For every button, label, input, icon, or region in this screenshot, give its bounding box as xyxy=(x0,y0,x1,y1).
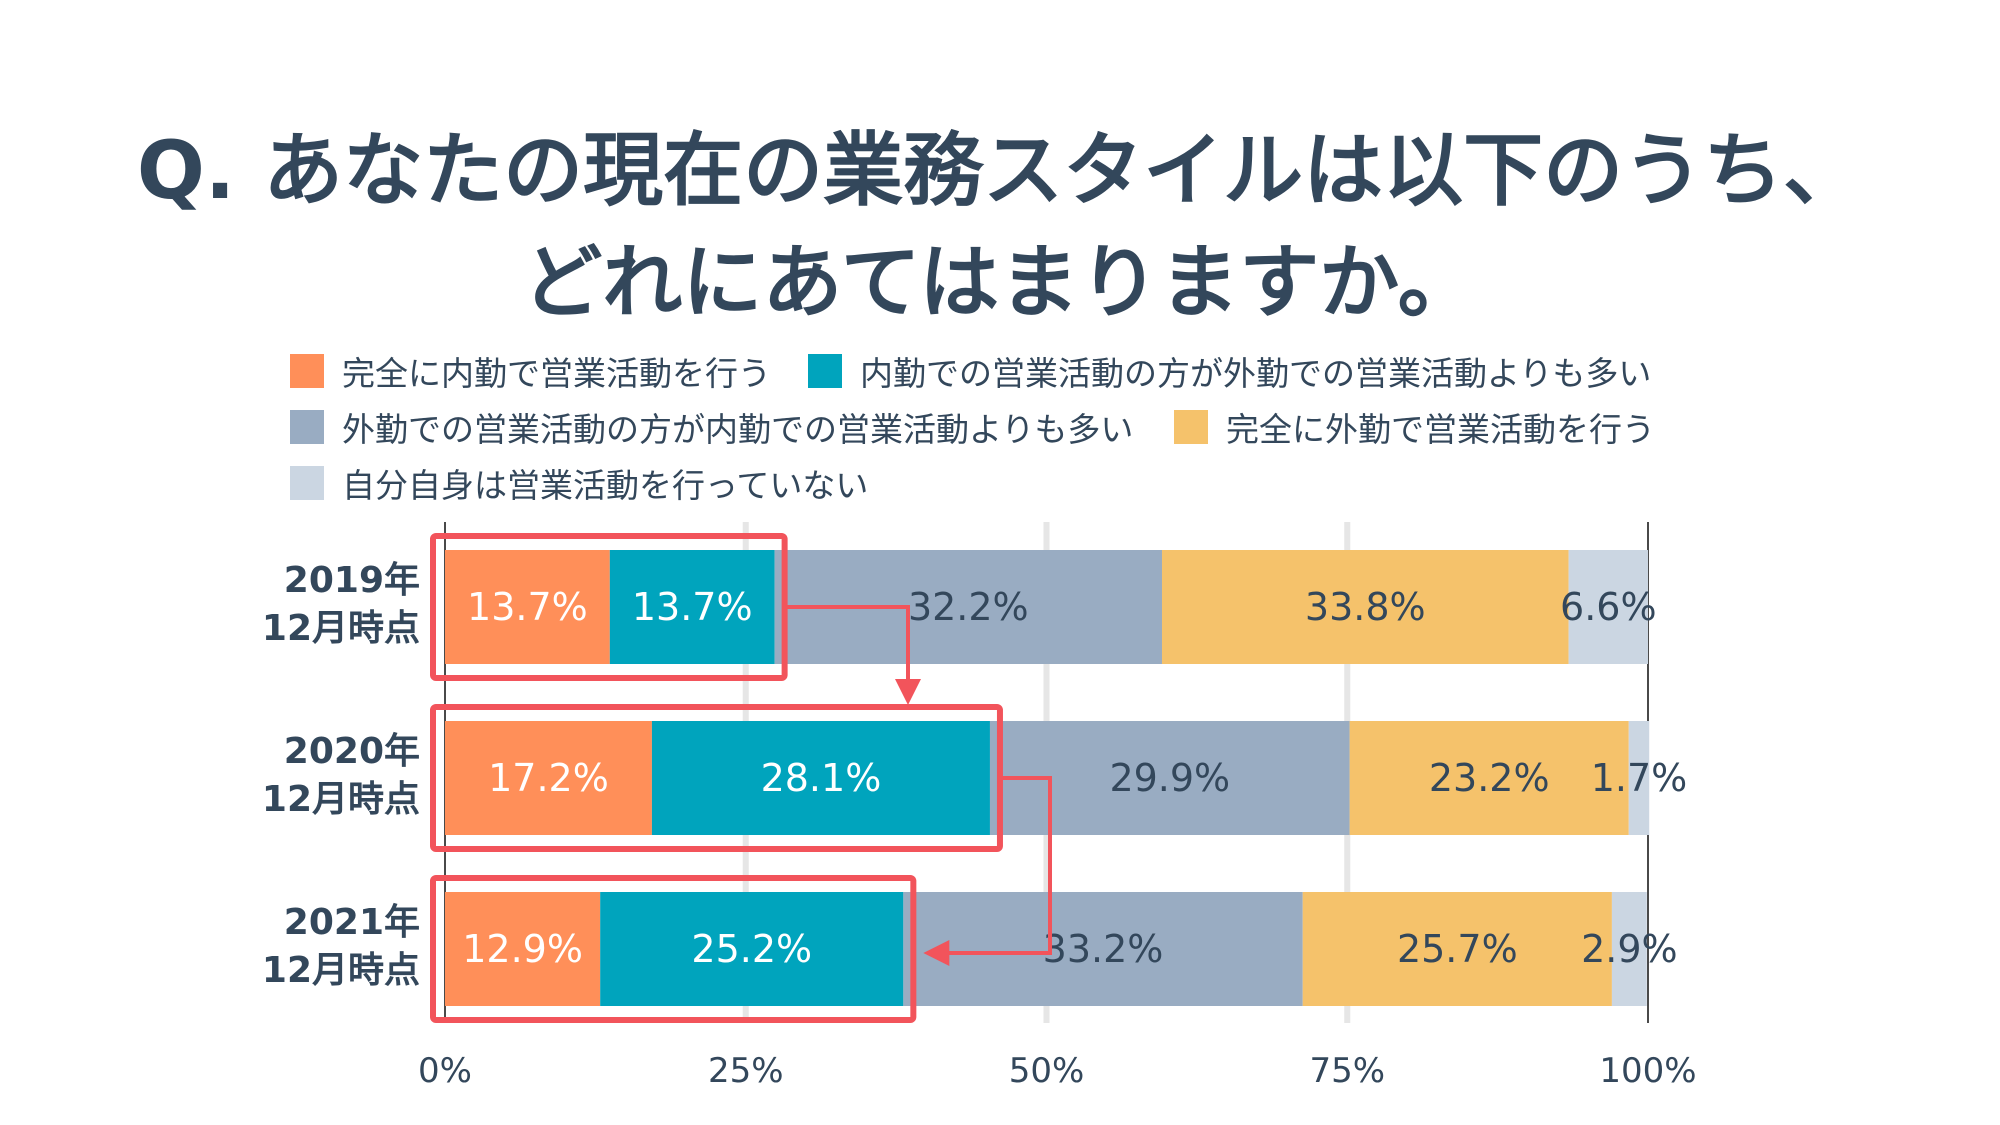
bar-segment xyxy=(445,550,610,664)
data-label: 33.2% xyxy=(1043,927,1164,971)
x-tick-label: 50% xyxy=(1009,1051,1085,1091)
category-label: 2021年 xyxy=(284,902,420,943)
data-label: 23.2% xyxy=(1429,756,1550,800)
legend-label: 外勤での営業活動の方が内勤での営業活動よりも多い xyxy=(342,410,1134,449)
bar-segment xyxy=(1568,550,1648,664)
chart-title: Q. あなたの現在の業務スタイルは以下のうち、 どれにあてはまりますか。 xyxy=(0,115,2000,339)
highlight-box xyxy=(430,875,917,1023)
legend-item-fully-inside: 完全に内勤で営業活動を行う xyxy=(290,347,771,395)
category-label: 2019年 xyxy=(284,560,420,601)
bar-segment xyxy=(609,550,775,664)
data-label: 13.7% xyxy=(467,585,588,629)
data-label: 6.6% xyxy=(1560,585,1657,629)
data-label: 29.9% xyxy=(1109,756,1230,800)
bar-segment xyxy=(445,721,652,835)
title-line-2: どれにあてはまりますか。 xyxy=(522,236,1478,329)
legend-item-mostly-inside: 内勤での営業活動の方が外勤での営業活動よりも多い xyxy=(808,347,1651,395)
legend-label: 完全に内勤で営業活動を行う xyxy=(342,354,771,393)
data-label: 25.7% xyxy=(1397,927,1518,971)
bar-segment xyxy=(1349,721,1629,835)
legend-label: 完全に外勤で営業活動を行う xyxy=(1226,410,1655,449)
bar-segment xyxy=(1161,550,1569,664)
data-label: 1.7% xyxy=(1591,756,1688,800)
x-tick-label: 75% xyxy=(1309,1051,1385,1091)
bar-segment xyxy=(445,892,601,1006)
legend-label: 自分自身は営業活動を行っていない xyxy=(342,466,869,505)
category-label: 12月時点 xyxy=(262,779,420,820)
legend-item-mostly-outside: 外勤での営業活動の方が内勤での営業活動よりも多い xyxy=(290,403,1133,451)
legend-item-no-sales: 自分自身は営業活動を行っていない xyxy=(290,459,868,507)
x-tick-label: 0% xyxy=(418,1051,472,1091)
data-label: 13.7% xyxy=(632,585,753,629)
arrow-head xyxy=(895,679,921,705)
bar-segment xyxy=(903,892,1303,1006)
connector-arrow xyxy=(784,605,910,679)
category-label: 12月時点 xyxy=(262,608,420,649)
title-line-1: Q. あなたの現在の業務スタイルは以下のうち、 xyxy=(136,124,1864,217)
x-tick-label: 25% xyxy=(708,1051,784,1091)
legend-swatch xyxy=(290,410,324,444)
legend-swatch xyxy=(1174,410,1208,444)
legend-swatch xyxy=(290,466,324,500)
bar-segment xyxy=(1628,721,1650,835)
legend-item-fully-outside: 完全に外勤で営業活動を行う xyxy=(1174,403,1655,451)
bar-segment xyxy=(1302,892,1612,1006)
connector-arrow xyxy=(947,776,1052,955)
category-label: 2020年 xyxy=(284,731,420,772)
legend-label: 内勤での営業活動の方が外勤での営業活動よりも多い xyxy=(860,354,1652,393)
data-label: 32.2% xyxy=(908,585,1029,629)
data-label: 28.1% xyxy=(761,756,882,800)
data-label: 2.9% xyxy=(1581,927,1678,971)
legend-swatch xyxy=(290,354,324,388)
bar-segment xyxy=(651,721,990,835)
data-label: 12.9% xyxy=(462,927,583,971)
bar-segment xyxy=(600,892,904,1006)
legend-swatch xyxy=(808,354,842,388)
bar-segment xyxy=(1611,892,1647,1006)
x-tick-label: 100% xyxy=(1599,1051,1696,1091)
category-label: 12月時点 xyxy=(262,950,420,991)
data-label: 25.2% xyxy=(691,927,812,971)
data-label: 33.8% xyxy=(1305,585,1426,629)
arrow-head xyxy=(923,940,950,966)
data-label: 17.2% xyxy=(488,756,609,800)
